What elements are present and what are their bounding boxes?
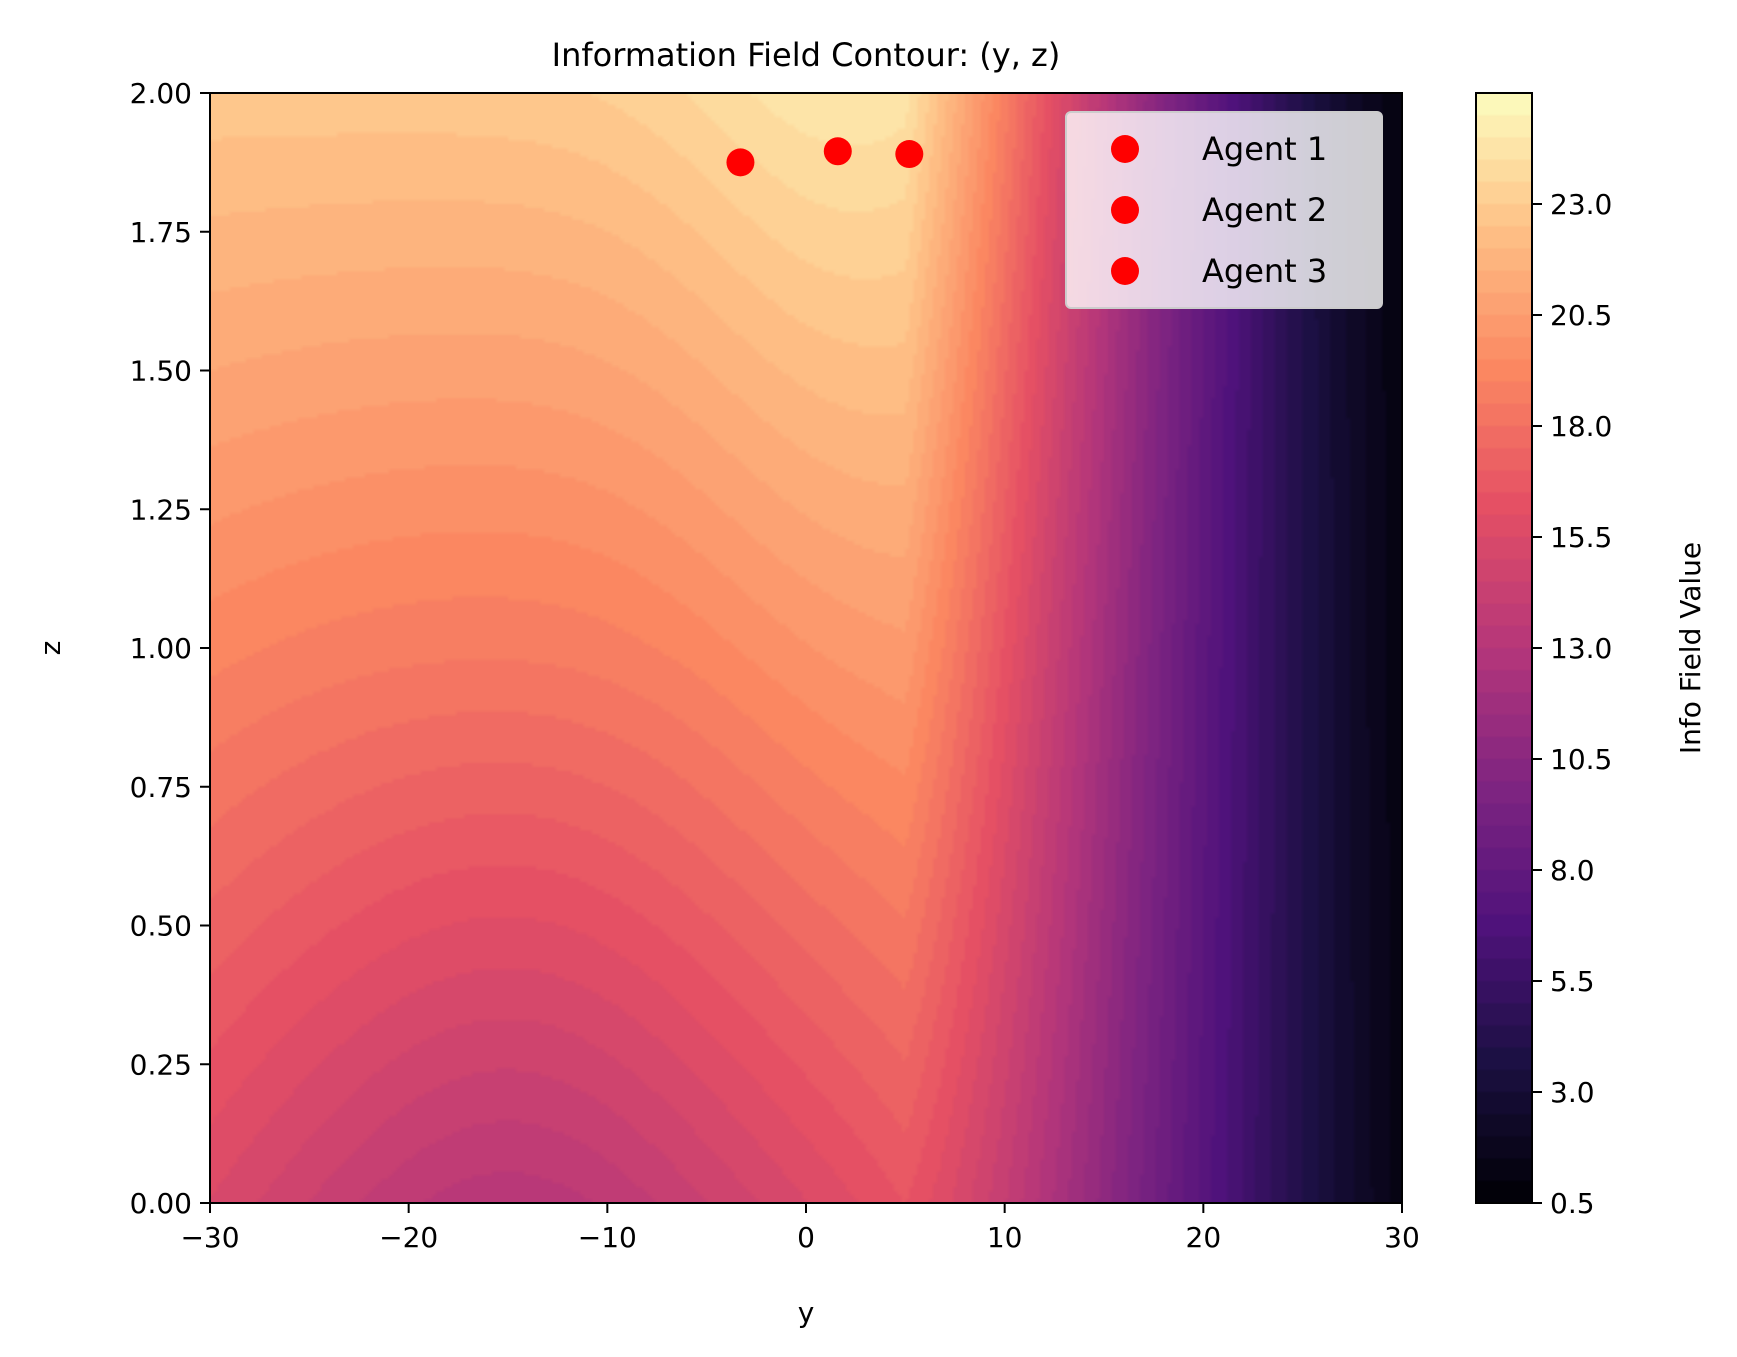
colorbar: 0.5 3.0 5.5 8.0 10.5 13.0 15.5 18.0 20.5 23.0 Inf… [1475, 92, 1707, 1220]
colorbar-tick-label: 13.0 [1550, 632, 1612, 665]
y-tick-label: 0.75 [130, 771, 192, 804]
y-axis: 0.00 0.25 0.50 0.75 1.00 1.25 1.50 1.75 2.00 [130, 77, 210, 1220]
colorbar-tick-label: 8.0 [1550, 854, 1595, 887]
agent-markers [726, 137, 924, 177]
legend-marker [1111, 257, 1139, 285]
y-tick-label: 1.25 [130, 493, 192, 526]
colorbar-tick-label: 5.5 [1550, 965, 1595, 998]
y-tick-label: 0.00 [130, 1187, 192, 1220]
y-tick-label: 0.25 [130, 1048, 192, 1081]
legend-box [1065, 111, 1383, 309]
x-axis: −30 −20 −10 0 10 20 30 [180, 1203, 1420, 1254]
x-tick-label: 0 [797, 1221, 815, 1254]
x-tick-label: −20 [379, 1221, 438, 1254]
legend-label: Agent 1 [1202, 130, 1327, 168]
colorbar-tick-label: 23.0 [1550, 188, 1612, 221]
chart-title: Information Field Contour: (y, z) [552, 36, 1061, 74]
legend-label: Agent 3 [1202, 252, 1327, 290]
colorbar-tick-label: 18.0 [1550, 410, 1612, 443]
y-tick-label: 2.00 [130, 77, 192, 110]
colorbar-tick-label: 15.5 [1550, 521, 1612, 554]
agent-marker-3 [895, 140, 924, 169]
colorbar-tick-label: 3.0 [1550, 1076, 1595, 1109]
y-axis-label: z [34, 641, 67, 656]
colorbar-tick-label: 20.5 [1550, 299, 1612, 332]
legend-label: Agent 2 [1202, 191, 1327, 229]
agent-marker-1 [726, 148, 755, 177]
x-tick-label: 10 [987, 1221, 1023, 1254]
legend-marker [1111, 196, 1139, 224]
y-tick-label: 0.50 [130, 910, 192, 943]
x-tick-label: −10 [578, 1221, 637, 1254]
x-tick-label: 30 [1384, 1221, 1420, 1254]
colorbar-ticks: 0.5 3.0 5.5 8.0 10.5 13.0 15.5 18.0 20.5 23.0 [1532, 188, 1612, 1220]
colorbar-label: Info Field Value [1674, 542, 1707, 754]
agent-marker-2 [823, 137, 852, 166]
colorbar-tick-label: 10.5 [1550, 743, 1612, 776]
x-axis-label: y [798, 1296, 815, 1329]
y-tick-label: 1.00 [130, 632, 192, 665]
y-tick-label: 1.75 [130, 216, 192, 249]
colorbar-gradient [1476, 93, 1532, 1203]
x-tick-label: −30 [180, 1221, 239, 1254]
legend: Agent 1 Agent 2 Agent 3 [1065, 111, 1383, 309]
x-tick-label: 20 [1186, 1221, 1222, 1254]
y-tick-label: 1.50 [130, 355, 192, 388]
colorbar-tick-label: 0.5 [1550, 1187, 1595, 1220]
legend-marker [1111, 135, 1139, 163]
